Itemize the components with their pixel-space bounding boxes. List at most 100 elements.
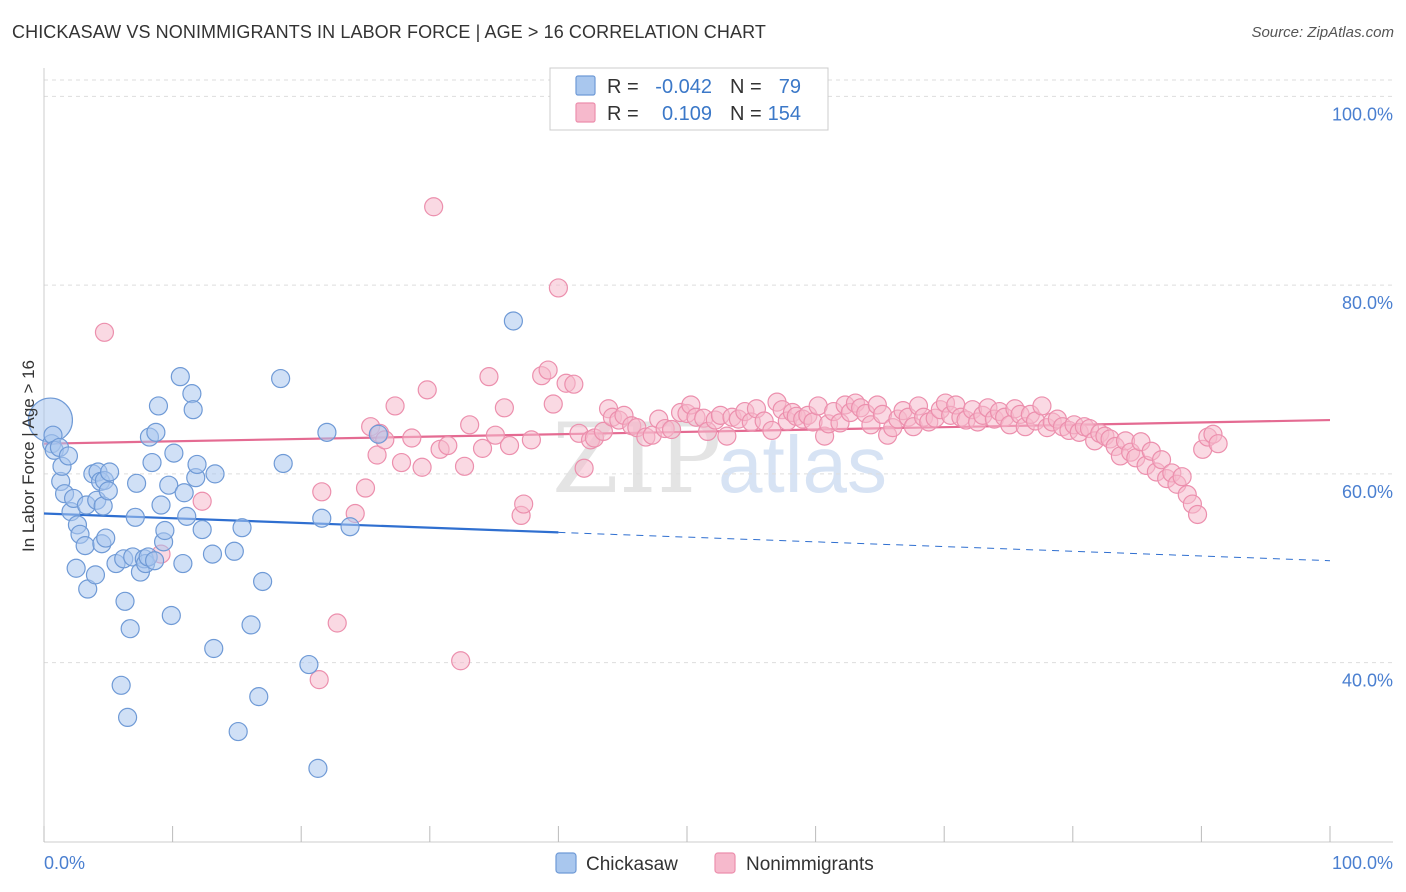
nonimmigrants-point xyxy=(312,482,332,502)
chickasaw-point xyxy=(75,536,95,556)
chickasaw-point xyxy=(241,615,261,635)
nonimmigrants-point xyxy=(661,419,682,440)
chickasaw-point xyxy=(111,675,131,695)
chickasaw-point xyxy=(271,368,291,389)
bottom-legend-swatch-nonimmigrants xyxy=(714,852,736,874)
y-tick-label-100: 100.0% xyxy=(1332,104,1393,124)
chickasaw-point xyxy=(205,464,225,484)
chickasaw-point xyxy=(368,424,388,444)
chickasaw-trend-line-extension xyxy=(558,531,1331,562)
nonimmigrants-point xyxy=(472,438,493,458)
nonimmigrants-point xyxy=(94,322,115,342)
chart-title: CHICKASAW VS NONIMMIGRANTS IN LABOR FORC… xyxy=(12,22,766,42)
chickasaw-point xyxy=(202,544,223,564)
nonimmigrants-point xyxy=(574,458,594,478)
nonimmigrants-point xyxy=(1032,396,1052,416)
source-credit: Source: ZipAtlas.com xyxy=(1251,24,1394,41)
chickasaw-point xyxy=(299,654,319,675)
nonimmigrants-point xyxy=(564,374,584,394)
nonimmigrants-trend-line xyxy=(43,418,1331,445)
chickasaw-point xyxy=(142,452,162,473)
nonimmigrants-point xyxy=(1151,450,1172,470)
chickasaw-point xyxy=(99,462,120,482)
nonimmigrants-point xyxy=(391,452,412,473)
y-tick-label-60: 60.0% xyxy=(1342,482,1393,502)
chickasaw-point xyxy=(273,453,293,474)
nonimmigrants-point xyxy=(355,478,376,498)
chickasaw-point xyxy=(249,687,269,707)
chickasaw-point xyxy=(115,591,135,611)
chickasaw-trend-line xyxy=(43,512,559,534)
chickasaw-point xyxy=(182,384,202,404)
legend-r-label-0: R = xyxy=(607,76,639,98)
legend-swatch-nonimmigrants xyxy=(575,102,596,123)
nonimmigrants-point xyxy=(385,396,405,416)
chickasaw-point xyxy=(117,707,138,728)
nonimmigrants-point xyxy=(485,425,505,445)
chickasaw-points xyxy=(27,311,523,778)
chickasaw-point xyxy=(85,565,106,585)
nonimmigrants-point xyxy=(499,435,520,456)
nonimmigrants-point xyxy=(402,428,422,448)
chickasaw-point xyxy=(183,400,203,420)
chickasaw-point xyxy=(120,619,140,639)
chickasaw-point xyxy=(224,541,244,561)
legend-r-label-1: R = xyxy=(607,103,639,125)
chickasaw-point xyxy=(173,553,193,574)
chickasaw-point xyxy=(232,518,252,538)
chickasaw-point xyxy=(155,520,175,541)
nonimmigrants-point xyxy=(514,494,534,514)
legend-n-label-1: N = xyxy=(730,103,762,125)
nonimmigrants-point xyxy=(417,380,437,400)
y-tick-label-80: 80.0% xyxy=(1342,293,1393,313)
chickasaw-point xyxy=(161,605,181,626)
chickasaw-point xyxy=(146,422,166,442)
series-legend: Chickasaw Nonimmigrants xyxy=(555,852,874,875)
bottom-legend-swatch-chickasaw xyxy=(555,852,577,874)
nonimmigrants-point xyxy=(451,651,471,671)
chickasaw-point xyxy=(308,758,328,778)
legend-r-value-0: -0.042 xyxy=(655,76,712,98)
nonimmigrants-point xyxy=(593,421,614,442)
nonimmigrants-point xyxy=(460,415,480,435)
correlation-legend: R = -0.042 N = 79 R = 0.109 N = 154 xyxy=(549,67,829,131)
chickasaw-point xyxy=(228,721,248,742)
chickasaw-point xyxy=(58,446,79,466)
chickasaw-point xyxy=(126,473,147,493)
chickasaw-point xyxy=(164,443,184,463)
legend-box xyxy=(549,67,829,131)
gridlines xyxy=(44,79,1393,664)
x-tick-labels: 0.0% 100.0% xyxy=(44,853,1393,873)
bottom-legend-label-nonimmigrants: Nonimmigrants xyxy=(746,854,874,875)
x-tick-label-left: 0.0% xyxy=(44,853,85,873)
nonimmigrants-point xyxy=(717,426,737,446)
chickasaw-point xyxy=(174,483,194,503)
nonimmigrants-point xyxy=(521,430,541,450)
nonimmigrants-point xyxy=(548,278,569,298)
axes xyxy=(43,68,1393,843)
chickasaw-point xyxy=(340,517,360,537)
nonimmigrants-points xyxy=(94,197,1228,690)
legend-n-label-0: N = xyxy=(730,76,762,98)
nonimmigrants-point xyxy=(192,491,212,511)
y-axis-label: In Labor Force | Age > 16 xyxy=(19,360,38,552)
chickasaw-point xyxy=(98,481,118,501)
nonimmigrants-point xyxy=(309,670,329,690)
nonimmigrants-point xyxy=(412,457,432,477)
legend-swatch-chickasaw xyxy=(575,75,596,96)
nonimmigrants-point xyxy=(762,420,782,441)
y-tick-labels: 40.0% 60.0% 80.0% 100.0% xyxy=(1332,104,1393,690)
nonimmigrants-point xyxy=(479,367,499,387)
chickasaw-point xyxy=(317,422,337,442)
nonimmigrants-point xyxy=(327,613,347,633)
chickasaw-point xyxy=(312,508,332,528)
nonimmigrants-point xyxy=(543,394,563,414)
bottom-legend-label-chickasaw: Chickasaw xyxy=(586,854,678,875)
chickasaw-point xyxy=(204,638,224,659)
nonimmigrants-point xyxy=(454,456,475,476)
nonimmigrants-point xyxy=(1172,467,1192,487)
y-tick-label-40: 40.0% xyxy=(1342,671,1393,691)
chickasaw-point xyxy=(177,506,197,526)
nonimmigrants-point xyxy=(494,398,514,418)
